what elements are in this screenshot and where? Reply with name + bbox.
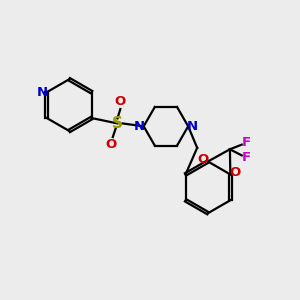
Text: F: F	[242, 136, 250, 149]
Text: O: O	[105, 139, 117, 152]
Text: O: O	[197, 153, 208, 166]
Text: N: N	[187, 120, 198, 133]
Text: S: S	[112, 116, 123, 131]
Text: O: O	[230, 166, 241, 179]
Text: O: O	[115, 95, 126, 108]
Text: N: N	[37, 86, 48, 99]
Text: F: F	[242, 151, 250, 164]
Text: N: N	[134, 120, 145, 133]
